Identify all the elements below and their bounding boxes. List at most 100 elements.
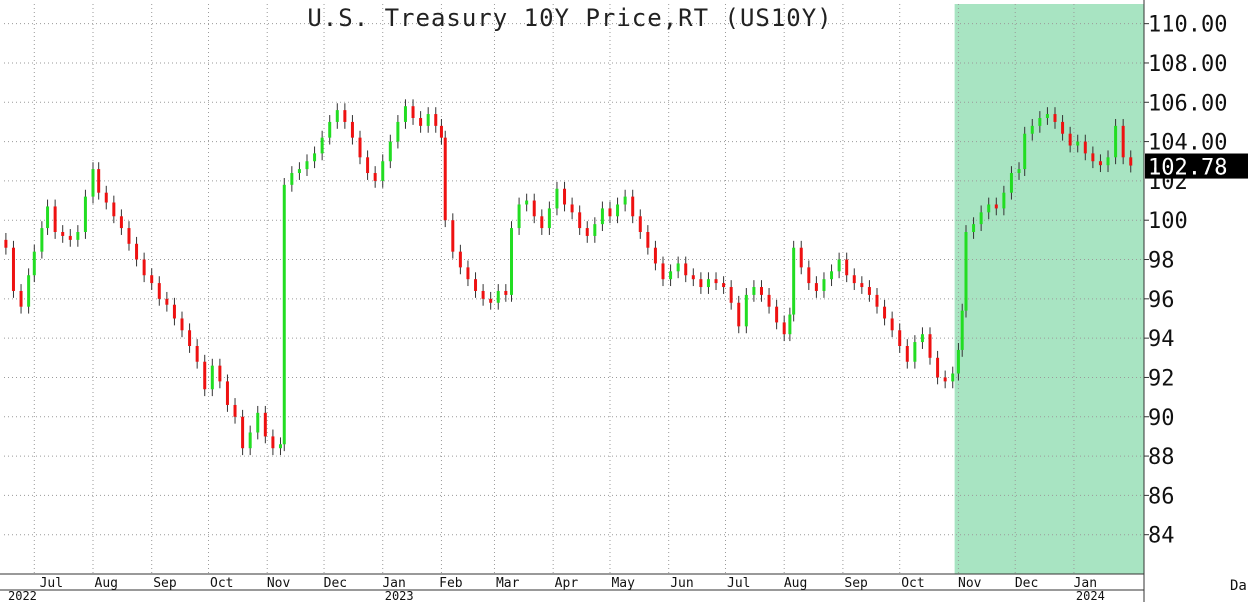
candle-down	[691, 275, 695, 280]
candle-up	[290, 173, 294, 185]
candles-layer	[4, 99, 1133, 456]
candle-up	[496, 290, 500, 303]
x-tick-label: Jul	[727, 576, 750, 591]
candle-up	[83, 196, 87, 232]
candle-down	[585, 228, 589, 236]
x-tick-label: Jul	[40, 576, 63, 591]
candle-down	[443, 137, 447, 221]
y-tick-label: 106.00	[1148, 91, 1227, 116]
candle-up	[27, 275, 31, 307]
candle-up	[1076, 141, 1080, 146]
candle-down	[504, 290, 508, 295]
candle-down	[474, 279, 478, 291]
candle-down	[1061, 121, 1065, 134]
candle-up	[282, 184, 286, 445]
x-tick-label: Dec	[1015, 576, 1038, 591]
candle-down	[233, 404, 237, 417]
y-tick-label: 96	[1148, 288, 1175, 313]
candle-up	[593, 224, 597, 236]
x-year-label: 2022	[8, 589, 37, 602]
candle-down	[860, 283, 864, 288]
candle-up	[972, 224, 976, 232]
x-tick-label: May	[611, 576, 635, 591]
x-tick-label: Nov	[267, 576, 291, 591]
candle-up	[388, 141, 392, 162]
candle-up	[744, 294, 748, 327]
candle-down	[782, 322, 786, 335]
candle-down	[458, 251, 462, 268]
candle-down	[661, 263, 665, 280]
candle-up	[752, 287, 756, 295]
candle-down	[631, 196, 635, 217]
x-tick-label: Apr	[555, 576, 579, 591]
candle-down	[943, 377, 947, 382]
candle-up	[979, 212, 983, 225]
candle-down	[97, 169, 101, 193]
candle-up	[547, 208, 551, 229]
candle-down	[11, 247, 15, 291]
candle-down	[434, 114, 438, 126]
candle-down	[481, 290, 485, 299]
candle-up	[822, 279, 826, 291]
candle-down	[1091, 153, 1095, 162]
candle-down	[263, 412, 267, 437]
candle-up	[517, 204, 521, 229]
last-price-box-cover	[1145, 153, 1248, 168]
candle-up	[987, 204, 991, 213]
x-axis-layer: Jul Aug Sep Oct Nov Dec Jan Feb Mar Apr May Jun Jul A…	[8, 576, 1247, 603]
y-tick-label: 108.00	[1148, 52, 1227, 77]
candle-down	[578, 212, 582, 229]
candle-up	[600, 208, 604, 225]
y-tick-label: 110.00	[1148, 13, 1227, 38]
grid-layer	[4, 4, 1144, 574]
chart-title: U.S. Treasury 10Y Price,RT (US10Y)	[307, 4, 832, 32]
candle-up	[297, 169, 301, 174]
candle-down	[19, 290, 23, 307]
candle-down	[350, 121, 354, 138]
candle-down	[875, 294, 879, 307]
x-tick-label: Aug	[784, 576, 807, 591]
candle-up	[1009, 173, 1013, 193]
candle-up	[76, 232, 80, 240]
candle-up	[91, 169, 95, 197]
x-tick-label: Sep	[153, 576, 177, 591]
candle-down	[799, 247, 803, 268]
candle-down	[1121, 125, 1125, 158]
candle-up	[830, 271, 834, 280]
candle-up	[381, 161, 385, 181]
x-year-label: 2023	[385, 589, 414, 602]
candle-down	[1053, 114, 1057, 122]
candle-up	[623, 196, 627, 205]
candle-down	[653, 247, 657, 264]
candle-up	[46, 206, 50, 229]
candle-down	[1098, 161, 1102, 166]
candle-down	[608, 208, 612, 217]
candle-down	[714, 279, 718, 284]
candle-down	[466, 267, 470, 280]
candle-down	[570, 204, 574, 213]
candle-down	[61, 232, 65, 236]
plot-frame-layer	[0, 0, 1145, 602]
candle-down	[994, 204, 998, 209]
candle-down	[373, 173, 377, 181]
candle-down	[532, 200, 536, 217]
candle-up	[913, 342, 917, 362]
candle-up	[616, 204, 620, 217]
candle-down	[814, 283, 818, 291]
candle-down	[188, 330, 192, 346]
candle-down	[172, 304, 176, 319]
candle-down	[241, 416, 245, 449]
candle-up	[956, 349, 960, 374]
candle-down	[104, 192, 108, 203]
candle-down	[165, 298, 169, 305]
candle-up	[256, 412, 260, 433]
candle-up	[313, 153, 317, 162]
x-tick-label: Oct	[901, 576, 924, 591]
x-tick-label: Nov	[958, 576, 982, 591]
candle-up	[555, 188, 559, 209]
highlight-band-layer	[954, 4, 1144, 574]
candle-up	[960, 310, 964, 350]
y-tick-label: 88	[1148, 445, 1175, 470]
candle-down	[203, 361, 207, 390]
